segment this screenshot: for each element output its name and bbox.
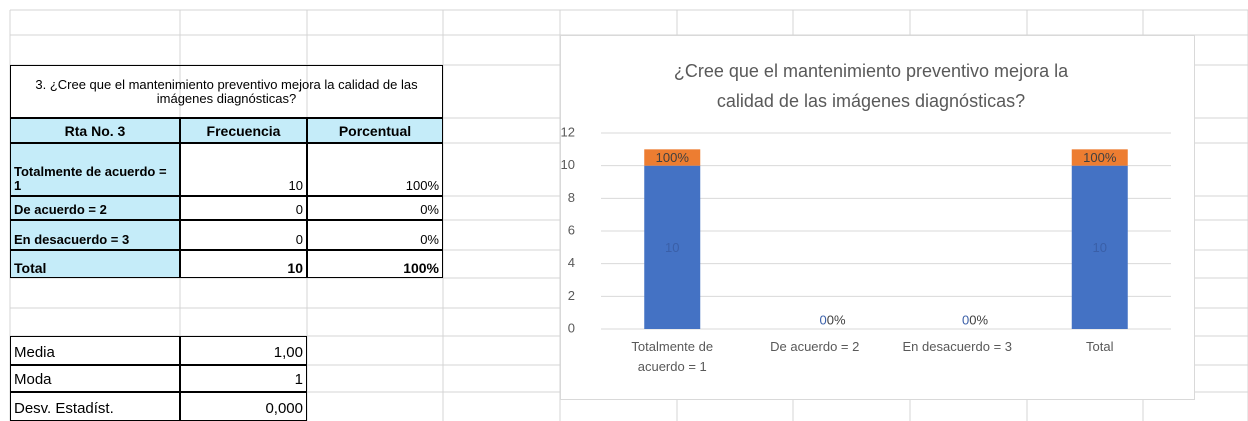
stat-cell: 0,000 (180, 392, 307, 421)
x-tick-label: Total (1086, 339, 1114, 354)
table-header: Porcentual (307, 118, 443, 143)
y-tick-label: 8 (568, 190, 575, 205)
table-cell: 0 (180, 220, 307, 250)
table-header: Rta No. 3 (10, 118, 180, 143)
table-cell-text: 10 (288, 178, 303, 193)
data-label: 0 (962, 312, 969, 327)
stat-cell: 1,00 (180, 336, 307, 365)
stat-cell-text: 1 (294, 371, 303, 388)
table-cell: De acuerdo = 2 (10, 196, 180, 220)
stat-cell-text: 1,00 (273, 344, 303, 361)
data-label: 100% (656, 150, 690, 165)
table-cell-text: 0% (420, 232, 439, 247)
y-tick-label: 4 (568, 255, 575, 270)
table-cell: 0 (180, 196, 307, 220)
table-cell-text: De acuerdo = 2 (14, 202, 107, 217)
chart: 0 2 4 6 8 10 12 10 100% 0 0% 0 0% 10 100% ¿Cree que el… (560, 35, 1195, 400)
bar-segment (644, 165, 701, 329)
table-cell: 0% (307, 196, 443, 220)
y-tick-label: 10 (561, 157, 575, 172)
data-label: 0 (820, 312, 827, 327)
table-cell-text: 100% (405, 178, 439, 193)
table-title-text: 3. ¿Cree que el mantenimiento preventivo… (35, 76, 418, 106)
table-cell: 100% (307, 250, 443, 278)
table-cell-text: 0 (295, 202, 303, 217)
table-header-text: Frecuencia (206, 122, 281, 139)
table-title: 3. ¿Cree que el mantenimiento preventivo… (10, 65, 443, 118)
table-cell: 10 (180, 143, 307, 196)
table-cell-text: 100% (403, 260, 439, 276)
y-tick-label: 12 (561, 124, 575, 139)
table-cell: 100% (307, 143, 443, 196)
stat-cell: Moda (10, 365, 180, 392)
table-cell-text: Total (14, 260, 47, 276)
stat-cell: Media (10, 336, 180, 365)
stat-cell-text: Moda (14, 371, 52, 388)
table-cell: Totalmente de acuerdo = 1 (10, 143, 180, 196)
data-label: 0% (969, 312, 988, 327)
stat-cell: 1 (180, 365, 307, 392)
table-cell-text: 0% (420, 202, 439, 217)
data-label: 10 (665, 240, 679, 255)
stat-cell-text: Media (14, 344, 55, 361)
x-tick-label: En desacuerdo = 3 (902, 339, 1013, 354)
bar-segment (1071, 149, 1128, 166)
y-tick-label: 2 (568, 288, 575, 303)
table-cell-text: 10 (287, 260, 303, 276)
bar-segment (1071, 165, 1128, 329)
table-header-text: Porcentual (338, 122, 412, 139)
stat-cell-text: Desv. Estadíst. (14, 400, 114, 417)
table-header-text: Rta No. 3 (64, 122, 126, 139)
data-label: 100% (1083, 150, 1117, 165)
table-cell: Total (10, 250, 180, 278)
y-tick-label: 6 (568, 222, 575, 237)
data-label: 10 (1093, 240, 1107, 255)
data-label: 0% (827, 312, 846, 327)
y-tick-label: 0 (568, 320, 575, 335)
stat-cell-text: 0,000 (265, 400, 303, 417)
table-cell: 10 (180, 250, 307, 278)
table-cell-text: 0 (295, 232, 303, 247)
table-cell: En desacuerdo = 3 (10, 220, 180, 250)
table-cell-text: Totalmente de acuerdo = 1 (14, 164, 167, 193)
stat-cell: Desv. Estadíst. (10, 392, 180, 421)
table-header: Frecuencia (180, 118, 307, 143)
chart-title: ¿Cree que el mantenimiento preventivo me… (673, 61, 1069, 111)
table-cell: 0% (307, 220, 443, 250)
table-cell-text: En desacuerdo = 3 (14, 232, 130, 247)
x-tick-label: Totalmente de acuerdo = 1 (631, 339, 714, 374)
bar-segment (644, 149, 701, 166)
x-tick-label: De acuerdo = 2 (770, 339, 860, 354)
